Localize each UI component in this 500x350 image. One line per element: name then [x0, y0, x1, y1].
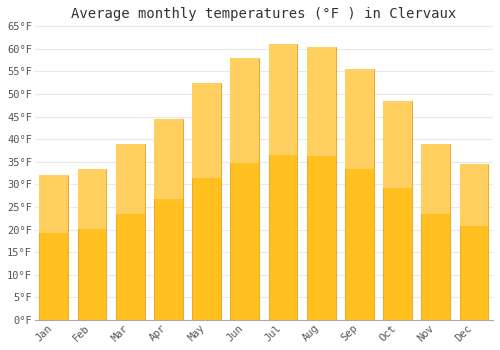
Bar [460, 164, 488, 320]
Bar [154, 119, 182, 320]
Bar [40, 175, 68, 233]
Bar [78, 169, 106, 320]
Bar [154, 119, 182, 199]
Bar [192, 83, 221, 320]
Bar [116, 144, 144, 214]
Bar [345, 69, 374, 169]
Bar [422, 144, 450, 320]
Bar [78, 169, 106, 229]
Bar [40, 175, 68, 320]
Bar [345, 69, 374, 320]
Title: Average monthly temperatures (°F ) in Clervaux: Average monthly temperatures (°F ) in Cl… [72, 7, 456, 21]
Bar [268, 44, 298, 155]
Bar [230, 58, 259, 320]
Bar [268, 44, 298, 320]
Bar [383, 101, 412, 188]
Bar [230, 58, 259, 163]
Bar [192, 83, 221, 178]
Bar [116, 144, 144, 320]
Bar [307, 47, 336, 320]
Bar [422, 144, 450, 214]
Bar [383, 101, 412, 320]
Bar [307, 47, 336, 156]
Bar [460, 164, 488, 226]
